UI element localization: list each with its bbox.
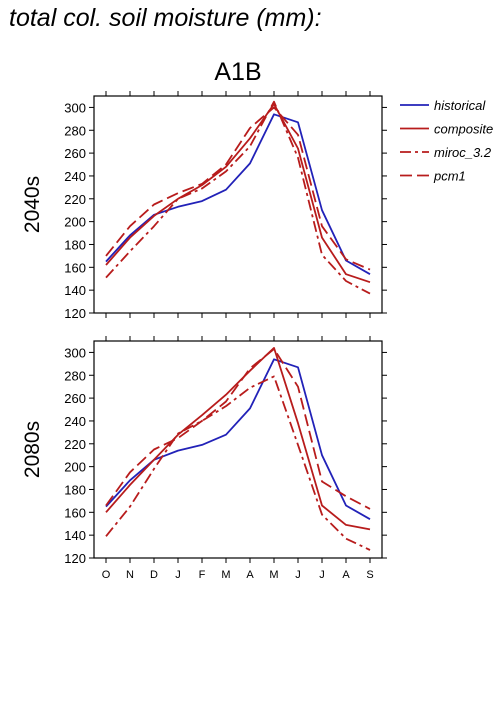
legend-item-miroc_3.2: miroc_3.2 [400,145,492,160]
y-tick-label: 160 [64,505,86,520]
page-title: total col. soil moisture (mm): [9,4,322,32]
y-tick-label: 120 [64,551,86,566]
y-tick-label: 240 [64,414,86,429]
series-line-miroc_3.2 [105,375,371,551]
legend-label: miroc_3.2 [434,145,492,160]
y-tick-label: 140 [64,528,86,543]
y-tick-label: 220 [64,437,86,452]
x-tick-label: A [246,569,254,581]
legend-item-pcm1: pcm1 [400,169,466,184]
x-tick-label: J [295,569,301,581]
panels-layer: 120 140 160 180 200 220 240 260 280 300 2040s 120 14… [21,91,387,581]
panel-2080s: 120 140 160 180 200 220 240 260 280 300 O N D J F M A M J J… [21,336,387,581]
y-tick-label: 140 [64,283,86,298]
y-tick-label: 260 [64,146,86,161]
x-tick-label: J [319,569,325,581]
legend-label: historical [434,98,486,113]
x-tick-label: N [126,569,134,581]
legend-label: pcm1 [433,169,466,184]
x-tick-label: M [269,569,278,581]
series-line-historical [105,113,371,275]
y-tick-label: 200 [64,460,86,475]
y-tick-label: 280 [64,123,86,138]
plot-frame [93,95,383,314]
x-tick-label: M [221,569,230,581]
scenario-label: A1B [214,58,261,86]
series-line-miroc_3.2 [105,100,371,295]
y-tick-label: 260 [64,391,86,406]
legend-item-composite: composite [400,122,493,137]
panel-2040s: 120 140 160 180 200 220 240 260 280 300 2040s [21,91,387,321]
series-line-pcm1 [105,348,371,510]
panel-label: 2080s [21,421,44,478]
y-tick-label: 120 [64,306,86,321]
series-line-composite [105,103,371,284]
legend-item-historical: historical [400,98,486,113]
y-tick-label: 160 [64,260,86,275]
y-tick-label: 200 [64,215,86,230]
y-tick-label: 220 [64,192,86,207]
y-tick-label: 180 [64,237,86,252]
y-tick-label: 240 [64,169,86,184]
x-tick-label: J [175,569,181,581]
y-tick-label: 280 [64,368,86,383]
plot-frame [93,340,383,559]
series-line-pcm1 [105,106,371,271]
x-tick-label: A [342,569,350,581]
y-tick-label: 180 [64,482,86,497]
panel-label: 2040s [21,176,44,233]
legend-label: composite [434,122,493,137]
x-tick-label: O [102,569,111,581]
y-tick-label: 300 [64,100,86,115]
x-tick-label: D [150,569,158,581]
x-tick-label: S [366,569,373,581]
x-tick-label: F [199,569,206,581]
y-tick-label: 300 [64,345,86,360]
legend: historical composite miroc_3.2 pcm1 [400,98,493,184]
series-line-composite [105,346,371,531]
